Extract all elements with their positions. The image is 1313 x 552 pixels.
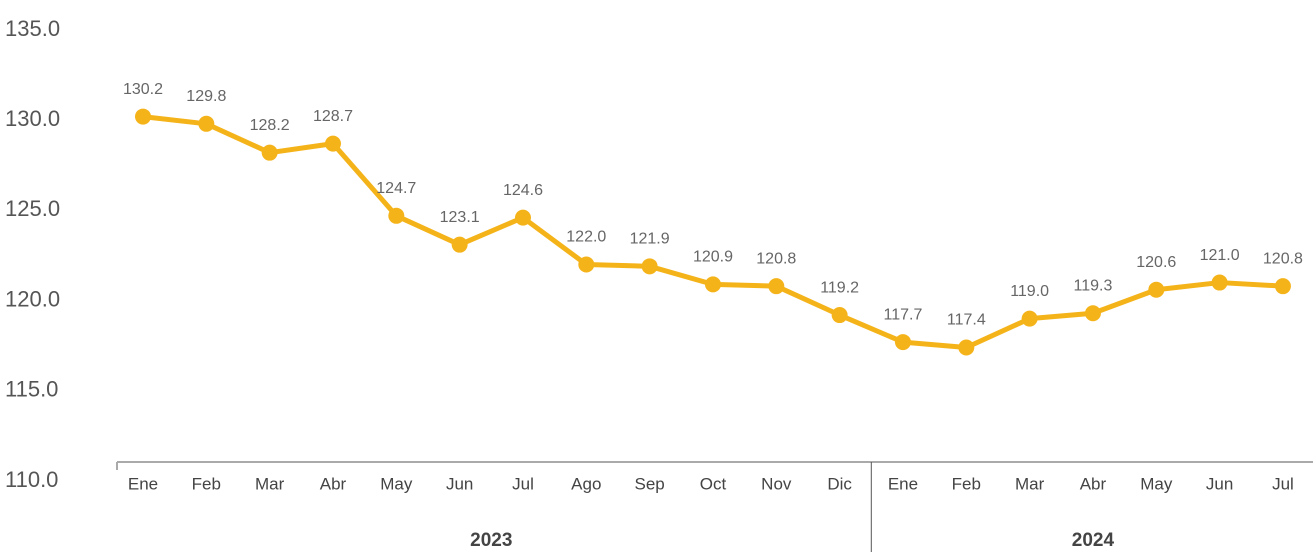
data-label: 120.8 — [756, 250, 796, 267]
point — [768, 278, 785, 295]
data-label: 124.6 — [503, 182, 543, 199]
data-label: 121.0 — [1200, 247, 1240, 264]
point — [1021, 310, 1038, 327]
point — [324, 135, 341, 152]
point — [894, 334, 911, 351]
point — [1211, 274, 1228, 291]
data-label: 117.4 — [947, 312, 986, 329]
group-label: 2023 — [470, 530, 512, 551]
data-label: 119.3 — [1074, 277, 1113, 294]
data-label: 128.2 — [250, 117, 290, 134]
x-tick-label: Jul — [512, 474, 534, 493]
x-tick-label: Mar — [255, 474, 285, 493]
point — [135, 108, 151, 125]
x-tick-label: Ago — [571, 474, 601, 493]
point — [641, 258, 658, 275]
point — [198, 115, 215, 132]
point — [261, 144, 278, 161]
x-tick-label: May — [380, 474, 413, 493]
data-label: 117.7 — [884, 306, 923, 323]
data-label: 129.8 — [186, 88, 226, 105]
data-label: 124.7 — [376, 180, 416, 197]
x-tick-label: Mar — [1015, 474, 1045, 493]
x-tick-label: Abr — [320, 474, 347, 493]
x-tick-label: Ene — [128, 474, 158, 493]
y-tick-label: 130.0 — [5, 106, 60, 131]
x-tick-label: Jun — [446, 474, 473, 493]
data-label: 119.0 — [1010, 283, 1049, 300]
data-label: 122.0 — [566, 229, 606, 246]
point — [1084, 305, 1101, 322]
x-tick-label: Nov — [761, 474, 792, 493]
point — [1148, 281, 1165, 298]
data-label: 120.6 — [1136, 254, 1176, 271]
point — [704, 276, 721, 293]
x-tick-label: May — [1140, 474, 1173, 493]
data-label: 121.9 — [630, 231, 670, 248]
y-tick-label: 115.0 — [5, 377, 58, 402]
x-tick-label: Jun — [1206, 474, 1233, 493]
point — [451, 236, 468, 253]
data-label: 123.1 — [440, 209, 480, 226]
data-label: 120.9 — [693, 249, 733, 266]
x-tick-label: Sep — [635, 474, 665, 493]
data-label: 128.7 — [313, 108, 353, 125]
x-tick-label: Ene — [888, 474, 918, 493]
x-tick-label: Oct — [700, 474, 727, 493]
data-label: 120.8 — [1263, 250, 1303, 267]
point — [958, 339, 975, 356]
x-tick-label: Jul — [1272, 474, 1294, 493]
y-tick-label: 135.0 — [5, 16, 60, 41]
point — [388, 207, 405, 224]
y-tick-label: 125.0 — [5, 196, 60, 221]
x-tick-label: Feb — [952, 474, 981, 493]
x-tick-label: Abr — [1080, 474, 1107, 493]
line — [142, 114, 1284, 351]
data-label: 130.2 — [123, 81, 163, 98]
point — [1274, 278, 1291, 295]
x-tick-label: Feb — [192, 474, 221, 493]
y-tick-label: 110.0 — [5, 467, 58, 492]
point — [831, 307, 848, 324]
point — [514, 209, 531, 226]
group-label: 2024 — [1072, 530, 1115, 551]
y-tick-label: 120.0 — [5, 286, 60, 311]
point — [578, 256, 595, 273]
data-label: 119.2 — [820, 279, 859, 296]
x-tick-label: Dic — [827, 474, 852, 493]
